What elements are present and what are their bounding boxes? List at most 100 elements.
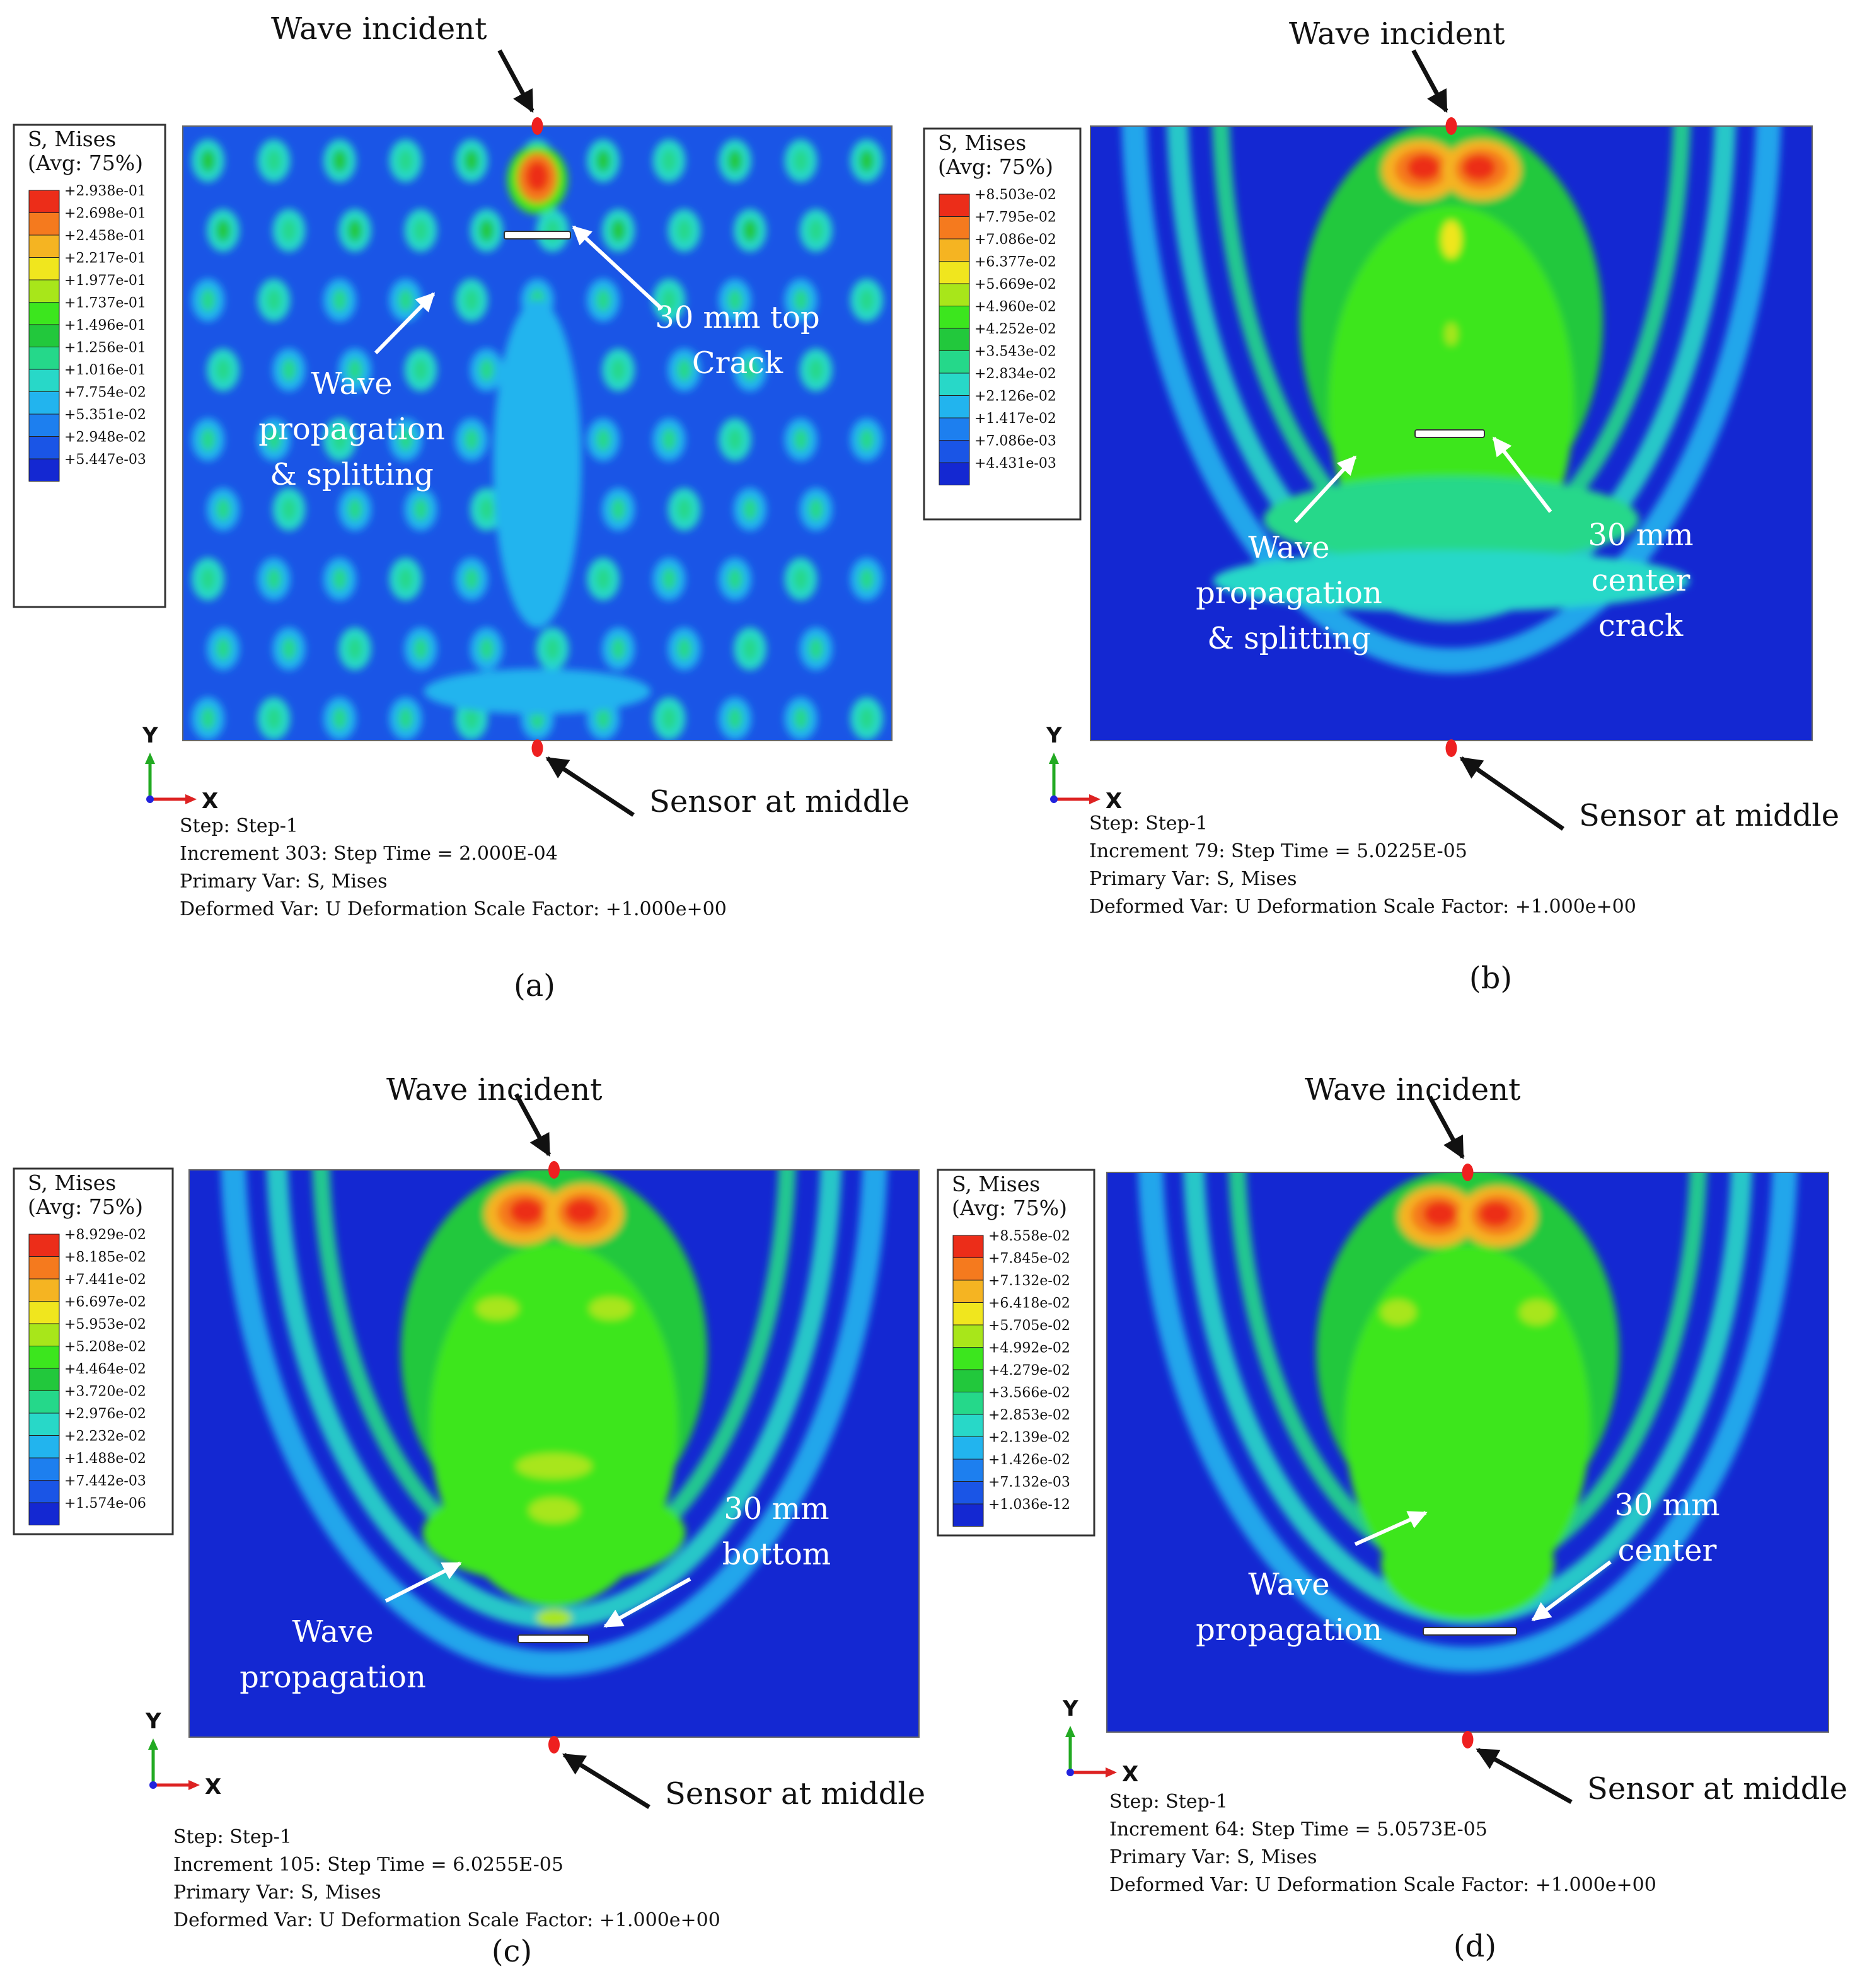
legend-value: +2.938e-01 bbox=[64, 183, 146, 199]
stress-contour bbox=[589, 1297, 632, 1320]
legend-swatch bbox=[28, 279, 60, 303]
legend-swatch bbox=[952, 1235, 984, 1258]
legend-swatch bbox=[28, 1457, 60, 1481]
panel-caption: (b) bbox=[1469, 961, 1512, 996]
stress-contour bbox=[347, 358, 362, 381]
sensor-marker bbox=[1462, 1731, 1474, 1748]
legend-swatch bbox=[939, 395, 970, 419]
stress-plate bbox=[183, 126, 892, 741]
legend-value: +3.720e-02 bbox=[64, 1384, 146, 1400]
legend-swatch bbox=[952, 1392, 984, 1415]
stress-contour bbox=[332, 707, 347, 730]
legend-swatch bbox=[939, 373, 970, 396]
deformed-var-text: Deformed Var: U Deformation Scale Factor… bbox=[173, 1909, 720, 1931]
stress-contour bbox=[1344, 1245, 1591, 1604]
panel-caption: (c) bbox=[492, 1934, 532, 1969]
x-axis-label: X bbox=[202, 789, 218, 814]
legend: S, Mises(Avg: 75%) +8.929e-02 +8.185e-02 +7… bbox=[13, 1167, 174, 1535]
legend-value: +1.036e-12 bbox=[988, 1497, 1070, 1513]
legend-swatch bbox=[952, 1459, 984, 1482]
contour-field bbox=[221, 1170, 887, 1676]
legend-swatch bbox=[28, 302, 60, 325]
stress-contour bbox=[464, 289, 479, 312]
stress-contour bbox=[422, 1482, 686, 1584]
stress-contour bbox=[424, 669, 651, 714]
stress-contour bbox=[793, 428, 809, 451]
legend-value: +1.496e-01 bbox=[64, 318, 146, 333]
y-axis-head bbox=[1065, 1726, 1075, 1737]
incident-arrow bbox=[514, 1093, 552, 1157]
primary-var-text: Primary Var: S, Mises bbox=[180, 870, 387, 893]
stress-plate bbox=[1107, 1172, 1829, 1732]
legend-swatch bbox=[28, 1301, 60, 1324]
legend-value: +7.845e-02 bbox=[988, 1251, 1070, 1267]
incident-arrow bbox=[497, 49, 535, 113]
wave-propagation-label: & splitting bbox=[1207, 621, 1371, 656]
legend-value: +1.977e-01 bbox=[64, 273, 146, 289]
legend-swatch bbox=[952, 1503, 984, 1527]
stress-contour bbox=[200, 567, 216, 591]
legend-value: +1.574e-06 bbox=[64, 1496, 146, 1511]
contour-field bbox=[1138, 1172, 1798, 1672]
y-axis-label: Y bbox=[1062, 1696, 1078, 1721]
stress-contour bbox=[661, 567, 677, 591]
stress-contour bbox=[793, 289, 809, 312]
incident-marker bbox=[1445, 117, 1457, 135]
wave-arrow bbox=[374, 292, 436, 355]
legend-value: +8.185e-02 bbox=[64, 1250, 146, 1266]
wave-arc bbox=[1121, 126, 1781, 673]
legend-value: +2.948e-02 bbox=[64, 430, 146, 446]
stress-contour bbox=[859, 149, 874, 172]
stress-contour bbox=[1423, 1201, 1457, 1227]
legend-value: +2.139e-02 bbox=[988, 1430, 1070, 1446]
primary-var-text: Primary Var: S, Mises bbox=[1109, 1846, 1317, 1868]
x-axis-head bbox=[188, 1780, 200, 1790]
stress-contour bbox=[743, 358, 758, 381]
stress-contour bbox=[743, 498, 758, 521]
legend-subtitle: (Avg: 75%) bbox=[952, 1196, 1067, 1220]
x-axis-head bbox=[1106, 1767, 1117, 1777]
stress-contour bbox=[216, 498, 231, 521]
stress-contour bbox=[676, 358, 692, 381]
stress-contour bbox=[676, 498, 692, 521]
legend-swatch bbox=[939, 216, 970, 240]
wave-propagation-label: propagation bbox=[258, 412, 445, 447]
stress-contour bbox=[1407, 155, 1440, 180]
legend-value: +2.458e-01 bbox=[64, 228, 146, 244]
stress-contour bbox=[808, 358, 824, 381]
stress-contour bbox=[1519, 1300, 1555, 1325]
legend-swatch bbox=[28, 347, 60, 370]
legend-subtitle: (Avg: 75%) bbox=[28, 151, 143, 175]
legend-swatch bbox=[952, 1369, 984, 1392]
stress-contour bbox=[281, 358, 297, 381]
sensor-label: Sensor at middle bbox=[1579, 798, 1839, 833]
axis-triad: YX bbox=[142, 723, 218, 814]
legend-value: +1.737e-01 bbox=[64, 296, 146, 311]
crack bbox=[517, 1634, 589, 1643]
legend-value: +7.442e-03 bbox=[64, 1474, 146, 1489]
stress-contour bbox=[398, 707, 413, 730]
stress-contour bbox=[859, 428, 874, 451]
legend-title: S, Mises bbox=[938, 130, 1026, 155]
legend-swatch bbox=[28, 1480, 60, 1503]
legend-value: +7.441e-02 bbox=[64, 1272, 146, 1288]
wave-propagation-label: propagation bbox=[1196, 575, 1382, 611]
legend-value: +5.351e-02 bbox=[64, 407, 146, 423]
panel-caption: (d) bbox=[1453, 1929, 1496, 1964]
legend-swatch bbox=[952, 1414, 984, 1437]
wave-arc bbox=[1138, 1172, 1798, 1672]
legend-swatch bbox=[28, 1346, 60, 1369]
stress-contour bbox=[611, 219, 626, 242]
stress-contour bbox=[200, 149, 216, 172]
increment-text: Increment 105: Step Time = 6.0255E-05 bbox=[173, 1854, 563, 1876]
sensor-arrow bbox=[545, 756, 635, 817]
sensor-arrow bbox=[1459, 756, 1564, 831]
contour-field bbox=[1121, 126, 1781, 673]
stress-contour bbox=[332, 428, 347, 451]
wave-arrow bbox=[1354, 1511, 1428, 1546]
legend-subtitle: (Avg: 75%) bbox=[28, 1194, 143, 1219]
legend-swatch bbox=[28, 369, 60, 392]
legend-value: +6.418e-02 bbox=[988, 1296, 1070, 1312]
y-axis-label: Y bbox=[145, 1709, 161, 1734]
crack-arrow bbox=[572, 225, 664, 311]
